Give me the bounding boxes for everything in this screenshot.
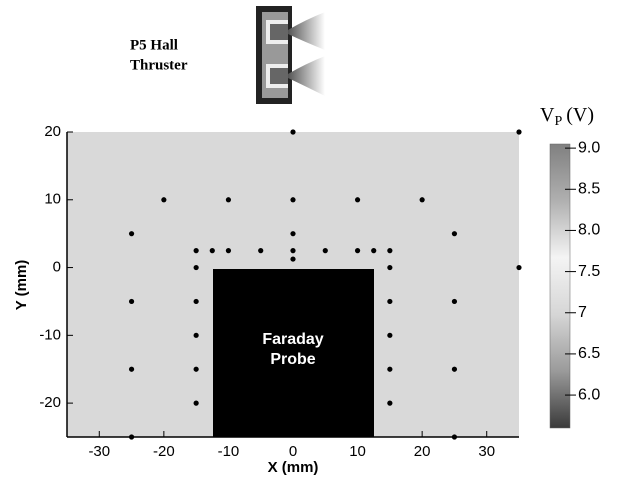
x-tick-label: 30 [478, 443, 495, 460]
colorbar-tick-label: 7 [578, 304, 587, 321]
data-point [258, 248, 264, 254]
data-point [290, 248, 296, 254]
data-point [354, 248, 361, 254]
x-tick-label: 20 [414, 443, 431, 460]
y-tick-label: -10 [39, 326, 61, 343]
probe-label: Faraday [262, 331, 323, 348]
data-point [387, 248, 393, 254]
probe-label: Probe [270, 351, 315, 368]
data-point [322, 248, 328, 254]
x-tick-label: 10 [349, 443, 366, 460]
data-point [451, 366, 458, 372]
data-point [387, 264, 393, 271]
data-point [193, 264, 199, 271]
data-point [193, 366, 199, 372]
data-point [193, 332, 199, 338]
colorbar-symbol: V [540, 104, 555, 126]
y-tick-label: 10 [44, 191, 61, 208]
y-tick-label: 20 [44, 123, 61, 140]
colorbar-tick-label: 9.0 [578, 139, 600, 156]
data-point [290, 231, 296, 237]
thruster-icon [256, 6, 325, 104]
data-point [128, 298, 135, 305]
data-point [225, 197, 232, 203]
data-point [290, 129, 296, 135]
y-tick-label: -20 [39, 394, 61, 411]
colorbar-tick-label: 6.0 [578, 386, 600, 403]
colorbar-label: VP (V) [540, 104, 594, 130]
data-point [516, 264, 522, 271]
colorbar-tick-label: 8.0 [578, 222, 600, 239]
faraday-probe [213, 269, 374, 437]
data-point [516, 129, 522, 135]
colorbar [549, 143, 571, 429]
data-point [161, 197, 167, 203]
annotation: Thruster [130, 57, 188, 73]
y-axis-label: Y (mm) [13, 260, 30, 311]
x-tick-label: 0 [289, 443, 297, 460]
data-point [451, 231, 458, 237]
annotation: P5 Hall [130, 37, 178, 53]
colorbar-subscript: P [554, 114, 562, 129]
data-point [128, 231, 135, 237]
data-point [193, 248, 199, 254]
colorbar-tick-label: 6.5 [578, 345, 600, 362]
data-point [387, 332, 393, 338]
data-point [225, 248, 232, 254]
x-tick-label: -10 [218, 443, 240, 460]
data-point [193, 298, 199, 305]
data-point [209, 248, 215, 254]
data-point [371, 248, 377, 254]
data-point [128, 366, 135, 372]
data-point [354, 197, 361, 203]
data-point [387, 298, 393, 305]
data-point [387, 400, 393, 406]
data-point [193, 400, 199, 406]
data-point [419, 197, 425, 203]
colorbar-unit: (V) [566, 104, 594, 126]
x-axis-label: X (mm) [268, 459, 319, 476]
x-tick-label: -20 [153, 443, 175, 460]
data-point [387, 366, 393, 372]
x-tick-label: -30 [88, 443, 110, 460]
y-tick-label: 0 [53, 259, 61, 276]
data-point [290, 256, 296, 262]
colorbar-tick-label: 8.5 [578, 180, 600, 197]
data-point [290, 197, 296, 203]
colorbar-tick-label: 7.5 [578, 263, 600, 280]
data-point [451, 298, 458, 305]
